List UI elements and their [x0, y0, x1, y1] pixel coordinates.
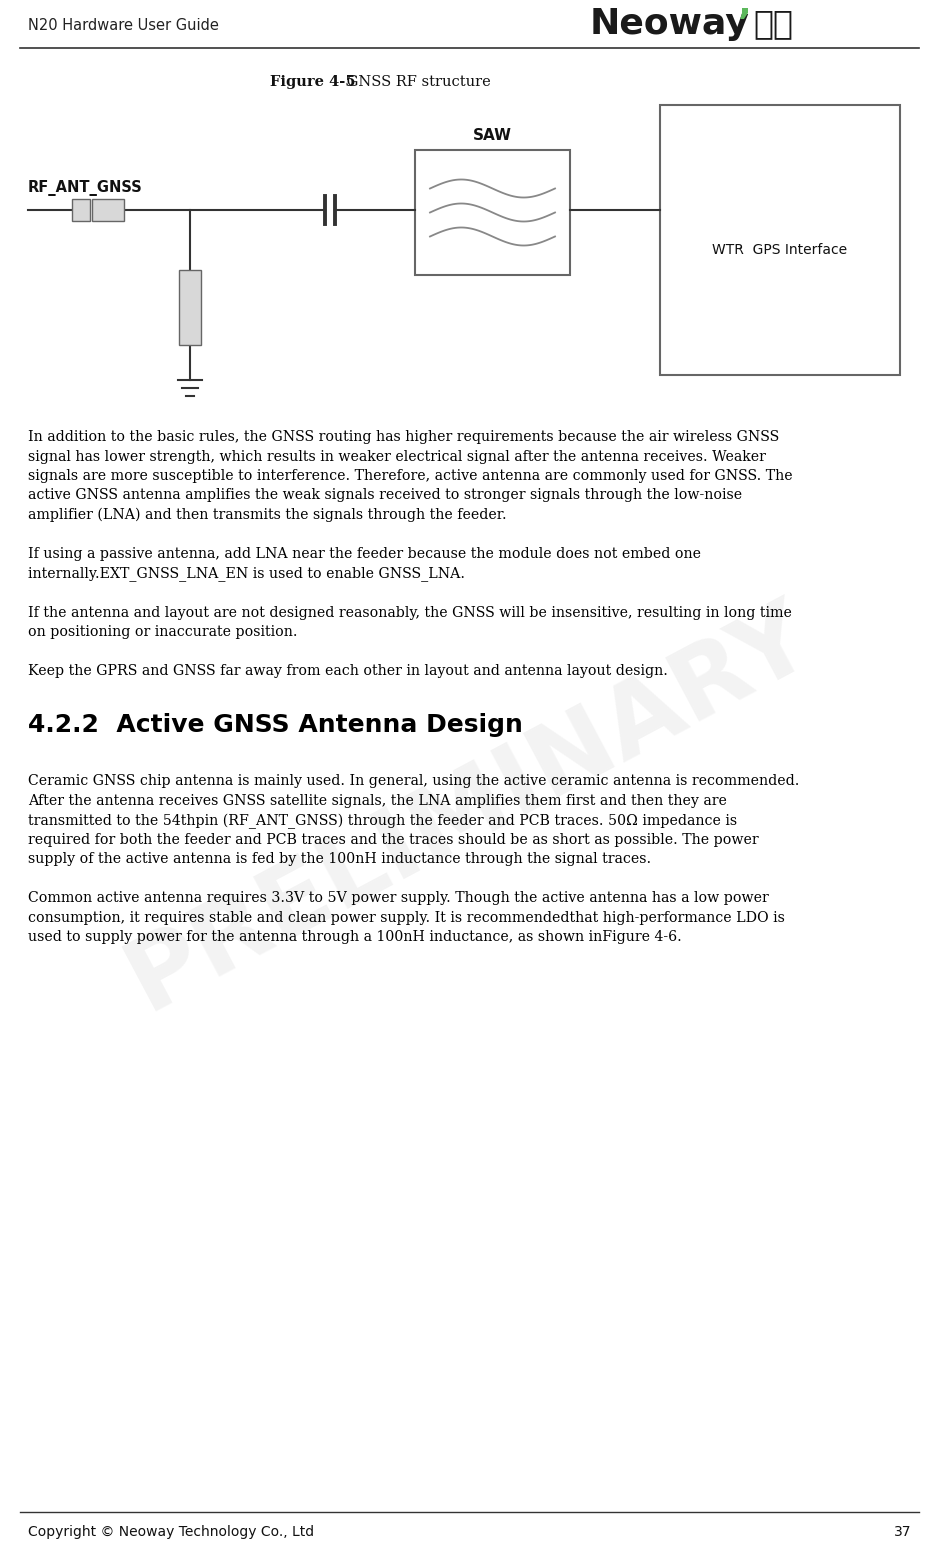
- Text: If the antenna and layout are not designed reasonably, the GNSS will be insensit: If the antenna and layout are not design…: [28, 606, 792, 620]
- Text: Neoway: Neoway: [590, 8, 749, 40]
- Text: ’: ’: [738, 8, 751, 40]
- Text: internally.EXT_GNSS_LNA_EN is used to enable GNSS_LNA.: internally.EXT_GNSS_LNA_EN is used to en…: [28, 567, 465, 581]
- Bar: [92, 199, 124, 221]
- Text: Ceramic GNSS chip antenna is mainly used. In general, using the active ceramic a: Ceramic GNSS chip antenna is mainly used…: [28, 774, 799, 788]
- Text: 有方: 有方: [753, 8, 793, 40]
- Text: 4.2.2  Active GNSS Antenna Design: 4.2.2 Active GNSS Antenna Design: [28, 713, 523, 737]
- Text: PRELIMINARY: PRELIMINARY: [111, 587, 828, 1029]
- Bar: [179, 270, 201, 345]
- Text: on positioning or inaccurate position.: on positioning or inaccurate position.: [28, 625, 298, 639]
- Text: signal has lower strength, which results in weaker electrical signal after the a: signal has lower strength, which results…: [28, 449, 766, 463]
- Text: supply of the active antenna is fed by the 100nH inductance through the signal t: supply of the active antenna is fed by t…: [28, 852, 651, 866]
- Bar: [72, 199, 90, 221]
- Bar: [415, 151, 570, 275]
- Text: consumption, it requires stable and clean power supply. It is recommendedthat hi: consumption, it requires stable and clea…: [28, 911, 785, 925]
- Text: required for both the feeder and PCB traces and the traces should be as short as: required for both the feeder and PCB tra…: [28, 833, 759, 847]
- Text: After the antenna receives GNSS satellite signals, the LNA amplifies them first : After the antenna receives GNSS satellit…: [28, 794, 727, 808]
- Text: Copyright © Neoway Technology Co., Ltd: Copyright © Neoway Technology Co., Ltd: [28, 1524, 315, 1538]
- Text: Keep the GPRS and GNSS far away from each other in layout and antenna layout des: Keep the GPRS and GNSS far away from eac…: [28, 664, 668, 678]
- Text: GNSS RF structure: GNSS RF structure: [342, 75, 491, 89]
- Text: SAW: SAW: [473, 127, 512, 143]
- Text: N20 Hardware User Guide: N20 Hardware User Guide: [28, 19, 219, 34]
- Text: Common active antenna requires 3.3V to 5V power supply. Though the active antenn: Common active antenna requires 3.3V to 5…: [28, 892, 769, 906]
- Text: RF_ANT_GNSS: RF_ANT_GNSS: [28, 180, 143, 196]
- Text: Figure 4-5: Figure 4-5: [270, 75, 356, 89]
- Text: transmitted to the 54thpin (RF_ANT_GNSS) through the feeder and PCB traces. 50Ω : transmitted to the 54thpin (RF_ANT_GNSS)…: [28, 813, 737, 828]
- Text: WTR  GPS Interface: WTR GPS Interface: [713, 242, 848, 256]
- Text: 37: 37: [894, 1524, 911, 1538]
- Text: In addition to the basic rules, the GNSS routing has higher requirements because: In addition to the basic rules, the GNSS…: [28, 430, 779, 444]
- Bar: [660, 106, 900, 375]
- Text: If using a passive antenna, add LNA near the feeder because the module does not : If using a passive antenna, add LNA near…: [28, 547, 701, 561]
- Text: amplifier (LNA) and then transmits the signals through the feeder.: amplifier (LNA) and then transmits the s…: [28, 508, 507, 522]
- Text: signals are more susceptible to interference. Therefore, active antenna are comm: signals are more susceptible to interfer…: [28, 469, 793, 483]
- Text: active GNSS antenna amplifies the weak signals received to stronger signals thro: active GNSS antenna amplifies the weak s…: [28, 488, 742, 502]
- Text: used to supply power for the antenna through a 100nH inductance, as shown inFigu: used to supply power for the antenna thr…: [28, 931, 682, 945]
